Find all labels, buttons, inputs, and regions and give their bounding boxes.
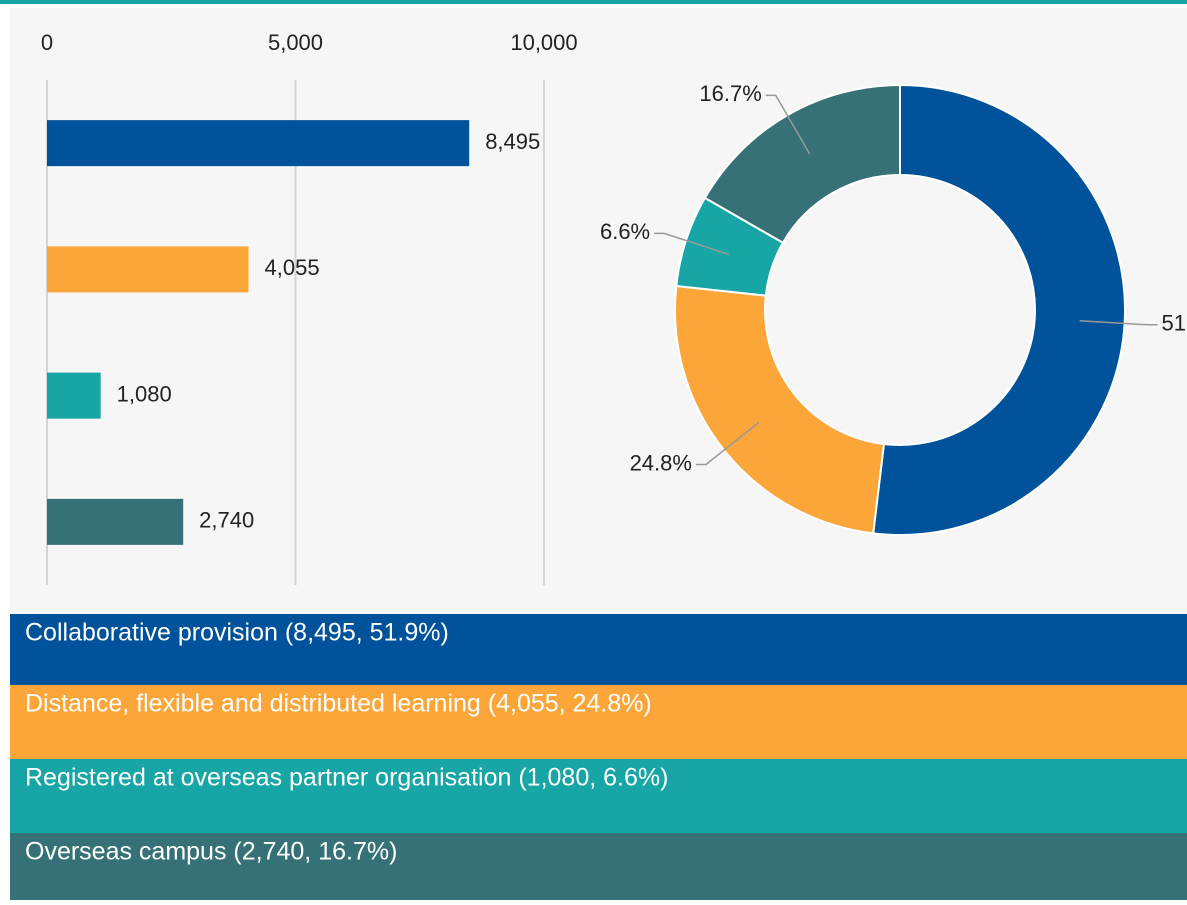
donut-slice <box>703 83 901 245</box>
value-label: 8,495 <box>485 129 540 154</box>
donut-slice <box>673 284 886 535</box>
leader-line <box>654 232 730 256</box>
value-label: 4,055 <box>265 255 320 280</box>
slice-label: 51.9% <box>1162 311 1187 336</box>
top-rule <box>0 0 1187 4</box>
legend-label: Collaborative provision (8,495, 51.9%) <box>25 619 449 647</box>
legend-label: Overseas campus (2,740, 16.7%) <box>25 838 397 866</box>
bar <box>47 498 184 545</box>
bar <box>47 246 249 293</box>
bar <box>47 372 101 419</box>
legend-band <box>10 759 1187 833</box>
slice-label: 6.6% <box>600 219 650 244</box>
x-tick-label: 5,000 <box>268 30 323 55</box>
legend-band <box>10 833 1187 900</box>
slice-label: 16.7% <box>699 81 761 106</box>
bar <box>47 120 470 167</box>
donut-slice <box>872 83 1126 536</box>
chart-background <box>10 8 1187 614</box>
legend-band <box>10 614 1187 685</box>
legend-label: Registered at overseas partner organisat… <box>25 764 668 792</box>
slice-label: 24.8% <box>630 450 692 475</box>
value-label: 2,740 <box>199 508 254 533</box>
x-tick-label: 0 <box>41 30 53 55</box>
legend-label: Distance, flexible and distributed learn… <box>25 690 652 718</box>
leader-line <box>1079 319 1158 326</box>
leader-line <box>695 421 760 466</box>
value-label: 1,080 <box>117 381 172 406</box>
x-tick-label: 10,000 <box>510 30 577 55</box>
leader-line <box>765 94 811 155</box>
legend-band <box>10 685 1187 759</box>
